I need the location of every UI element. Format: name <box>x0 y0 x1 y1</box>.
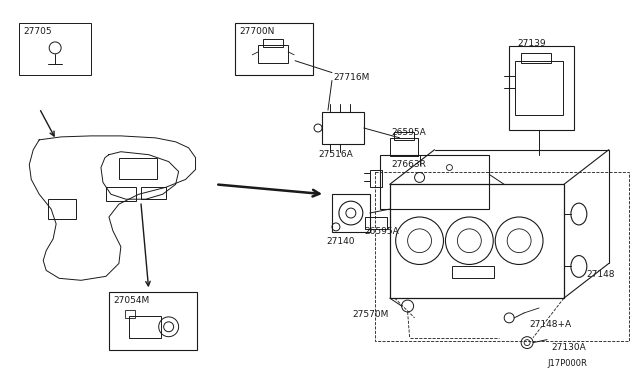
Bar <box>48 199 76 219</box>
Bar <box>380 155 489 209</box>
Bar <box>19 23 91 74</box>
Text: 27140: 27140 <box>326 237 355 246</box>
Bar <box>375 173 628 341</box>
Bar <box>394 132 413 140</box>
Text: 26595A: 26595A <box>392 128 426 137</box>
Text: J17P000R: J17P000R <box>547 359 587 368</box>
Bar <box>521 53 551 63</box>
Text: 27054M: 27054M <box>113 296 149 305</box>
Bar <box>259 45 288 63</box>
Bar <box>106 187 136 201</box>
Bar <box>263 39 283 47</box>
Text: 27700N: 27700N <box>239 27 275 36</box>
Text: 27130A: 27130A <box>551 343 586 352</box>
Text: 27663R: 27663R <box>392 160 427 169</box>
Bar <box>515 61 563 115</box>
Bar <box>390 138 417 155</box>
Bar <box>141 187 166 199</box>
Bar <box>332 194 370 232</box>
Bar <box>125 310 135 318</box>
Bar <box>365 217 387 229</box>
Text: 27716M: 27716M <box>333 73 369 81</box>
Bar <box>109 292 196 350</box>
Text: 27570M: 27570M <box>352 310 388 319</box>
Bar <box>322 112 364 144</box>
Text: 27148+A: 27148+A <box>529 320 572 329</box>
Bar <box>452 266 494 278</box>
Text: 27148: 27148 <box>587 270 615 279</box>
Bar <box>509 46 574 130</box>
Text: 27705: 27705 <box>23 27 52 36</box>
Bar <box>119 158 157 179</box>
Bar <box>236 23 313 74</box>
Text: 27139: 27139 <box>517 39 546 48</box>
Bar <box>390 185 564 298</box>
Text: 26595A: 26595A <box>365 227 399 236</box>
Bar <box>370 170 381 187</box>
Bar <box>129 316 161 338</box>
Text: 27516A: 27516A <box>318 150 353 159</box>
